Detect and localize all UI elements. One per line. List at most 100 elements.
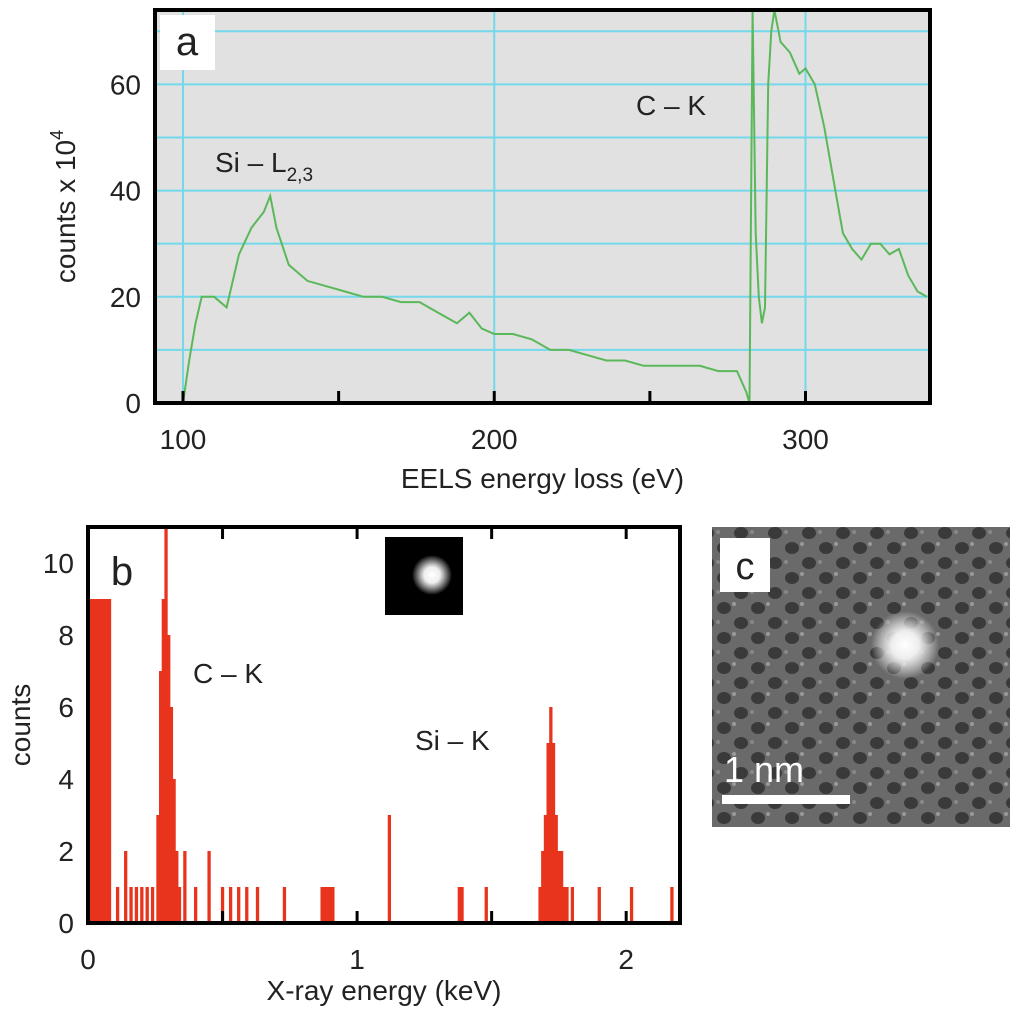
bar (183, 851, 187, 923)
bar (325, 887, 330, 923)
bar (328, 887, 332, 923)
label-box (160, 15, 215, 70)
bar (167, 635, 171, 923)
label-box (98, 545, 146, 595)
annotation: Si – K (415, 725, 490, 756)
bar (562, 887, 566, 923)
x-tick-label: 1 (349, 944, 365, 975)
panel-b: 0 2 4 6 8 10 0 1 2 X-ray energy (keV) counts b C – K… (5, 525, 682, 1006)
bar (570, 887, 575, 923)
bar (94, 599, 98, 923)
bar (245, 887, 249, 923)
y-tick-label: 10 (43, 548, 74, 579)
bar (220, 887, 225, 923)
annotation: Si – L2,3 (215, 147, 313, 186)
bar (484, 887, 488, 923)
bar (97, 599, 101, 923)
bar (549, 707, 553, 923)
y-tick-label: 20 (110, 282, 141, 313)
bar (320, 887, 324, 923)
bar (89, 599, 93, 923)
bar (207, 851, 211, 923)
x-tick-label: 300 (782, 424, 829, 455)
bar (169, 707, 174, 923)
bar (140, 887, 144, 923)
bar (597, 887, 601, 923)
bar (538, 887, 542, 923)
bar (164, 527, 168, 923)
bar (551, 743, 556, 923)
bar (387, 815, 392, 923)
scale-label: 1 nm (724, 749, 804, 790)
bar (105, 599, 109, 923)
bar (172, 779, 176, 923)
annotation: C – K (193, 658, 263, 689)
y-tick-label: 0 (58, 908, 74, 939)
bar (460, 887, 464, 923)
x-tick-label: 100 (160, 424, 207, 455)
annotation-sub: 2,3 (287, 165, 313, 186)
bar (129, 887, 133, 923)
bar (457, 887, 461, 923)
bright-spot (871, 611, 939, 679)
bar (565, 887, 569, 923)
panel-a: 0 20 40 60 100 200 300 EELS energy loss (eV) cou… (47, 8, 932, 494)
x-axis-label: EELS energy loss (eV) (401, 463, 684, 494)
y-tick-label: 0 (125, 388, 141, 419)
x-tick-label: 2 (618, 944, 634, 975)
bar (102, 599, 106, 923)
bar (161, 599, 165, 923)
panel-label: c (736, 546, 755, 588)
y-axis-label-text: counts x 10 (50, 140, 81, 283)
y-axis-label-sup: 4 (47, 130, 67, 140)
bar (331, 887, 335, 923)
annotation-text: C – K (636, 90, 706, 121)
label-box (720, 538, 770, 592)
plot-background (155, 10, 930, 403)
y-tick-label: 2 (58, 836, 74, 867)
bar (543, 815, 548, 923)
bar (282, 887, 287, 923)
bar (554, 815, 558, 923)
bar (237, 887, 241, 923)
y-tick-label: 6 (58, 692, 74, 723)
bar (175, 851, 179, 923)
bar (541, 851, 545, 923)
annotation-text: C – K (193, 658, 263, 689)
bar (557, 851, 561, 923)
plot-background (88, 527, 680, 923)
bar (629, 887, 634, 923)
x-tick-label: 0 (80, 944, 96, 975)
bar (546, 743, 550, 923)
plot-frame (153, 8, 932, 405)
bar (559, 851, 564, 923)
y-tick-label: 60 (110, 69, 141, 100)
spectrum-line (182, 10, 928, 403)
bar (124, 851, 128, 923)
y-axis-label-text: counts (5, 684, 36, 767)
y-tick-label: 40 (110, 176, 141, 207)
bar (156, 815, 160, 923)
y-tick-label: 4 (58, 764, 74, 795)
bar (91, 599, 96, 923)
bar (177, 887, 182, 923)
panel-c: c 1 nm (712, 527, 1010, 827)
bar (255, 887, 260, 923)
x-axis-label: X-ray energy (keV) (267, 975, 502, 1006)
panel-label: b (111, 550, 133, 594)
annotation: C – K (636, 90, 706, 121)
y-axis-label: counts (5, 684, 36, 767)
plot-frame (86, 525, 682, 925)
y-tick-label: 8 (58, 620, 74, 651)
panel-label: a (176, 20, 199, 64)
annotation-text: Si – L (215, 147, 287, 178)
annotation-text: Si – K (415, 725, 490, 756)
x-tick-label: 200 (471, 424, 518, 455)
inset-spot (412, 555, 452, 595)
bar (228, 887, 233, 923)
bar (150, 887, 155, 923)
bar (107, 599, 112, 923)
bar (145, 887, 149, 923)
